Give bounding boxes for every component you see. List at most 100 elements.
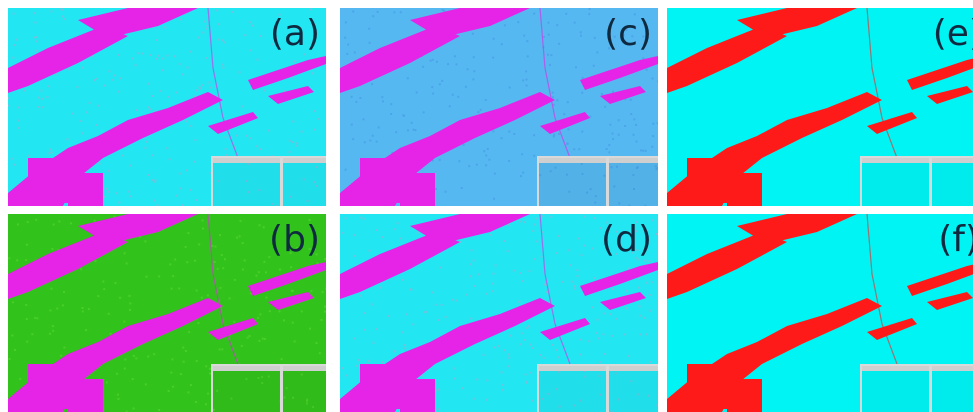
panel-b-speckle	[132, 354, 135, 357]
panel-b-speckle	[26, 340, 29, 343]
panel-b-speckle	[135, 357, 138, 360]
panel-a-speckle	[160, 90, 162, 93]
panel-e-speckle	[873, 57, 876, 60]
panel-e-speckle	[838, 16, 841, 19]
panel-c-speckle	[580, 34, 582, 37]
panel-c-speckle	[573, 148, 576, 151]
panel-d-speckle	[551, 343, 553, 346]
panel-c-speckle	[526, 55, 529, 58]
panel-d-road	[539, 214, 571, 365]
panel-d-speckle	[344, 217, 347, 220]
panel-a-speckle	[27, 154, 30, 157]
panel-f-speckle	[860, 292, 863, 295]
panel-b-speckle	[174, 258, 177, 261]
panel-a-speckle	[85, 111, 88, 114]
panel-a-speckle	[81, 66, 84, 69]
panel-f-speckle	[786, 405, 789, 408]
panel-f-speckle	[785, 397, 788, 400]
panel-f-speckle	[827, 392, 830, 395]
panel-a-speckle	[147, 82, 150, 85]
panel-d-inset-left	[537, 364, 608, 412]
panel-e-speckle	[887, 62, 890, 64]
panel-e-speckle	[751, 100, 754, 102]
panel-a-speckle	[114, 74, 117, 77]
panel-c-speckle	[369, 139, 372, 142]
panel-b-speckle	[70, 222, 72, 225]
panel-d-speckle	[635, 220, 638, 223]
panel-d-speckle	[440, 304, 443, 306]
panel-d-speckle	[353, 337, 356, 340]
panel-e-speckle	[689, 94, 692, 97]
panel-b-speckle	[60, 354, 62, 357]
panel-d-speckle	[528, 325, 530, 328]
panel-e-speckle	[739, 75, 742, 78]
panel-a-speckle	[166, 147, 169, 150]
panel-a-speckle	[81, 132, 84, 135]
panel-f-region	[927, 292, 973, 310]
panel-b-speckle	[240, 344, 243, 347]
panel-f-speckle	[670, 229, 673, 232]
panel-b-speckle	[202, 227, 204, 230]
panel-b-speckle	[300, 310, 303, 313]
panel-e-speckle	[865, 106, 868, 109]
panel-a-speckle	[80, 120, 83, 122]
panel-f-speckle	[961, 220, 964, 223]
panel-b-region	[78, 214, 198, 244]
panel-e-speckle	[840, 66, 843, 69]
panel-f-speckle	[852, 392, 855, 395]
panel-f-speckle	[738, 286, 741, 289]
panel-f-speckle	[851, 290, 854, 293]
panel-f-speckle	[897, 267, 900, 270]
panel-d-speckle	[542, 215, 545, 218]
panel-f-speckle	[940, 378, 943, 380]
panel-b-speckle	[8, 358, 11, 360]
panel-e-speckle	[879, 56, 882, 59]
panel-e-speckle	[945, 136, 947, 139]
panel-c-speckle	[525, 78, 528, 81]
panel-f-speckle	[884, 284, 887, 287]
panel-d-speckle	[638, 305, 641, 308]
panel-d-speckle	[573, 285, 576, 287]
panel-d-speckle	[545, 291, 548, 294]
panel-f-speckle	[675, 319, 678, 321]
panel-e-speckle	[891, 191, 894, 194]
panel-a-speckle	[244, 34, 247, 37]
panel-b-speckle	[61, 304, 64, 307]
panel-d-speckle	[555, 388, 558, 391]
panel-a-speckle	[155, 57, 158, 60]
panel-d-speckle	[576, 269, 579, 272]
panel-d-speckle	[470, 317, 473, 320]
panel-e-speckle	[927, 137, 930, 140]
panel-b-speckle	[184, 245, 187, 248]
panel-d-speckle	[636, 249, 639, 251]
panel-d-speckle	[627, 355, 630, 358]
panel-f-speckle	[899, 371, 902, 374]
panel-b-speckle	[290, 266, 293, 269]
panel-f-speckle	[828, 338, 831, 341]
panel-b-speckle	[201, 219, 204, 222]
panel-c-speckle	[441, 9, 444, 11]
panel-c-speckle	[655, 168, 658, 171]
panel-c-speckle	[522, 171, 525, 174]
panel-c-speckle	[438, 158, 441, 161]
panel-f-speckle	[798, 291, 801, 294]
panel-e-speckle	[749, 84, 752, 87]
panel-e-speckle	[668, 95, 671, 98]
panel-f-speckle	[923, 297, 926, 300]
panel-e-speckle	[795, 88, 798, 91]
panel-f-speckle	[757, 301, 760, 303]
panel-e-speckle	[761, 73, 764, 76]
panel-d-speckle	[637, 286, 640, 289]
panel-e-speckle	[942, 45, 944, 47]
panel-c-speckle	[554, 166, 557, 169]
panel-f-speckle	[789, 300, 792, 303]
panel-b-speckle	[289, 252, 292, 255]
panel-d-speckle	[342, 231, 345, 234]
panel-e-speckle	[897, 9, 900, 12]
panel-b-speckle	[124, 358, 127, 361]
panel-b-region	[8, 232, 128, 299]
panel-b-speckle	[119, 296, 122, 299]
panel-a-speckle	[35, 40, 37, 43]
panel-d-speckle	[637, 277, 640, 280]
panel-e-speckle	[956, 102, 959, 105]
